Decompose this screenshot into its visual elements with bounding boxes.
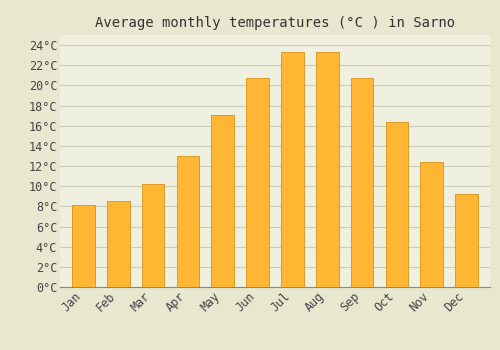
Bar: [281, 52, 303, 287]
Bar: [316, 52, 338, 287]
Bar: [142, 184, 165, 287]
Bar: [246, 78, 269, 287]
Bar: [455, 194, 478, 287]
Bar: [350, 78, 374, 287]
Bar: [420, 162, 443, 287]
Bar: [107, 201, 130, 287]
Bar: [176, 156, 200, 287]
Bar: [212, 115, 234, 287]
Bar: [386, 122, 408, 287]
Title: Average monthly temperatures (°C ) in Sarno: Average monthly temperatures (°C ) in Sa…: [95, 16, 455, 30]
Bar: [72, 205, 95, 287]
